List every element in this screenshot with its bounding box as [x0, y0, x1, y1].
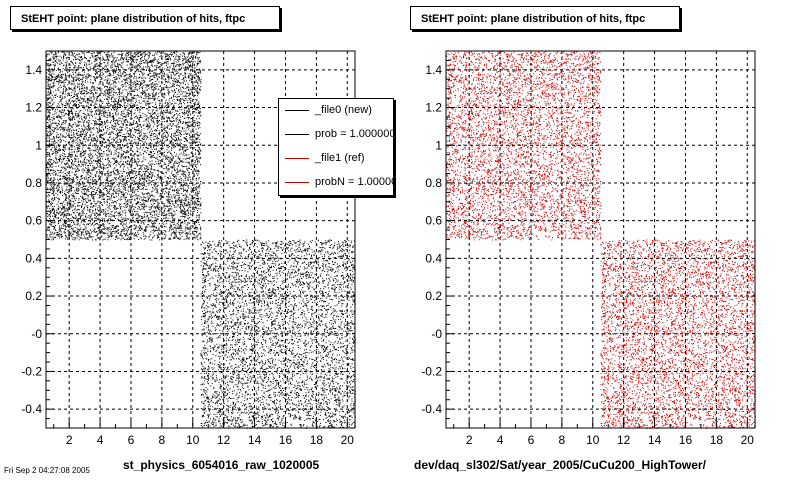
right-chart-title: StEHT point: plane distribution of hits,… — [410, 6, 680, 30]
legend-swatch — [285, 158, 309, 159]
x-tick-label: 4 — [497, 433, 504, 447]
y-tick-label: 0.2 — [425, 289, 442, 303]
grid — [446, 51, 755, 428]
series-1 — [600, 239, 756, 429]
legend-swatch — [285, 110, 309, 111]
legend-entry: _file1 (ref) — [279, 149, 393, 167]
ticks — [446, 50, 748, 429]
x-tick-label: 6 — [128, 433, 135, 447]
legend-swatch — [285, 134, 309, 135]
y-tick-label: 0.4 — [425, 251, 442, 265]
legend: _file0 (new) prob = 1.000000 _file1 (ref… — [278, 98, 394, 196]
x-tick-label: 18 — [310, 433, 324, 447]
x-tick-label: 8 — [159, 433, 166, 447]
legend-label: probN = 1.000000 — [315, 176, 393, 188]
legend-label: _file0 (new) — [315, 104, 372, 116]
right-x-label: dev/daq_sl302/Sat/year_2005/CuCu200_High… — [414, 458, 706, 472]
x-tick-label: 14 — [648, 433, 662, 447]
y-tick-label: 0.6 — [25, 214, 42, 228]
x-tick-label: 2 — [66, 433, 73, 447]
legend-entry: _file0 (new) — [279, 101, 393, 119]
x-tick-label: 14 — [248, 433, 262, 447]
x-tick-label: 10 — [186, 433, 200, 447]
chart-1: 2 4 6 8 10 12 14 16 18 20 -0.4 -0.2 -0 0.2 0.4 0.6 0.8 1 1… — [421, 50, 756, 447]
left-x-label: st_physics_6054016_raw_1020005 — [123, 458, 320, 472]
y-tick-label: 1.4 — [425, 63, 442, 77]
x-tick-label: 20 — [741, 433, 755, 447]
y-tick-label: 1 — [35, 138, 42, 152]
legend-label: _file1 (ref) — [315, 152, 365, 164]
y-tick-label: 0.8 — [425, 176, 442, 190]
hit-points — [600, 239, 756, 429]
hit-points — [446, 51, 602, 241]
y-tick-label: 1 — [435, 138, 442, 152]
x-tick-label: 2 — [466, 433, 473, 447]
y-tick-label: -0.4 — [21, 402, 42, 416]
hit-points — [46, 51, 202, 241]
y-tick-label: -0 — [431, 327, 442, 341]
y-tick-label: 0.6 — [425, 214, 442, 228]
y-tick-label: 0.8 — [25, 176, 42, 190]
series-0 — [446, 51, 602, 241]
y-tick-label: 1.2 — [25, 101, 42, 115]
x-tick-label: 12 — [617, 433, 631, 447]
x-tick-label: 10 — [586, 433, 600, 447]
y-tick-label: -0.4 — [421, 402, 442, 416]
x-tick-label: 20 — [341, 433, 355, 447]
legend-entry: probN = 1.000000 — [279, 173, 393, 191]
y-tick-label: -0.2 — [421, 364, 442, 378]
y-tick-label: 1.4 — [25, 63, 42, 77]
legend-label: prob = 1.000000 — [315, 128, 394, 140]
y-tick-label: 0.2 — [25, 289, 42, 303]
x-tick-label: 8 — [559, 433, 566, 447]
chart-0: 2 4 6 8 10 12 14 16 18 20 -0.4 -0.2 -0 0.2 0.4 0.6 0.8 1 1… — [21, 50, 356, 447]
x-tick-label: 16 — [679, 433, 693, 447]
timestamp: Fri Sep 2 04:27:08 2005 — [4, 466, 90, 475]
series-0 — [46, 51, 202, 241]
y-tick-label: 1.2 — [425, 101, 442, 115]
legend-swatch — [285, 182, 309, 183]
x-tick-label: 16 — [279, 433, 293, 447]
x-tick-label: 18 — [710, 433, 724, 447]
x-tick-label: 6 — [528, 433, 535, 447]
y-tick-label: 0.4 — [25, 251, 42, 265]
y-tick-label: -0 — [31, 327, 42, 341]
x-tick-label: 12 — [217, 433, 231, 447]
ticks — [46, 50, 348, 429]
x-tick-label: 4 — [97, 433, 104, 447]
legend-entry: prob = 1.000000 — [279, 125, 394, 143]
hit-points — [200, 239, 356, 429]
left-chart-title: StEHT point: plane distribution of hits,… — [10, 6, 280, 30]
series-1 — [200, 239, 356, 429]
y-tick-label: -0.2 — [21, 364, 42, 378]
